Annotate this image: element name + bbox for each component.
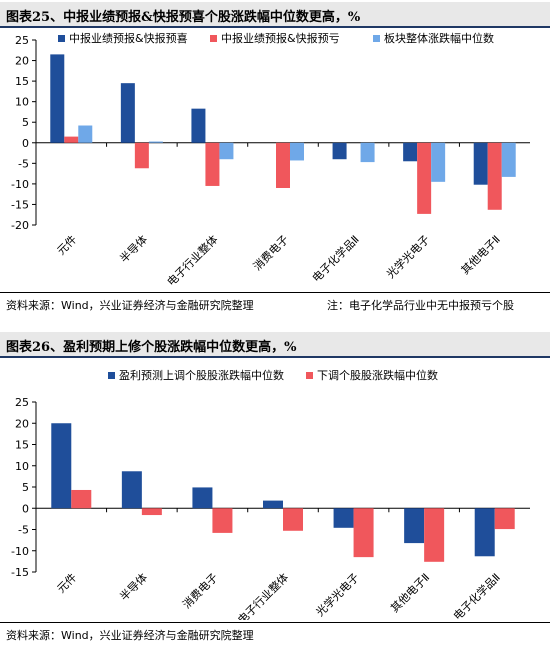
x-tick-label: 电子行业整体 <box>235 570 292 620</box>
x-tick-label: 消费电子 <box>180 570 221 611</box>
bar <box>120 83 135 143</box>
bar <box>192 487 213 509</box>
y-tick-label: -5 <box>18 524 29 537</box>
bar <box>78 125 93 143</box>
y-tick-label: -15 <box>11 198 29 211</box>
figure-26-title: 图表26、盈利预期上修个股涨跌幅中位数更高，% <box>6 340 297 355</box>
chart-26: 盈利预测上调个股股涨跌幅中位数 下调个股股涨跌幅中位数 25 20 15 10 5 0 -5 -1… <box>11 368 530 620</box>
y-tick-label: 10 <box>15 96 29 109</box>
legend-swatch <box>210 35 217 42</box>
x-tick-label: 其他电子Ⅱ <box>459 233 503 277</box>
x-tick-label: 其他电子Ⅱ <box>388 571 432 615</box>
y-tick-label: 20 <box>15 417 29 430</box>
bar <box>474 508 495 557</box>
bar <box>71 489 92 509</box>
bar <box>494 508 515 530</box>
bar <box>51 423 72 509</box>
bar <box>219 142 234 160</box>
legend-label: 下调个股股涨跌幅中位数 <box>317 368 438 382</box>
y-tick-label: 20 <box>15 55 29 68</box>
y-tick-label: -10 <box>11 545 29 558</box>
x-tick-label: 电子行业整体 <box>164 232 221 289</box>
bar <box>121 471 142 509</box>
bar <box>283 508 303 531</box>
legend-swatch <box>373 35 380 42</box>
bar <box>424 508 445 562</box>
bar <box>212 508 233 533</box>
bar <box>263 500 283 509</box>
y-tick-label: 5 <box>22 116 29 129</box>
x-tick-label: 元件 <box>55 233 80 258</box>
figure-25-title: 图表25、中报业绩预报&快报预喜个股涨跌幅中位数更高，% <box>6 10 361 25</box>
bar <box>501 142 516 177</box>
bar <box>134 142 149 169</box>
figure-25-source: 资料来源：Wind，兴业证券经济与金融研究院整理 <box>6 299 254 312</box>
figure-25-title-bar: 图表25、中报业绩预报&快报预喜个股涨跌幅中位数更高，% <box>0 2 550 28</box>
y-tick-label: -5 <box>18 157 29 170</box>
x-tick-label: 电子化学品Ⅱ <box>450 570 503 620</box>
y-tick-label: 15 <box>15 75 29 88</box>
legend-swatch <box>306 372 313 379</box>
x-tick-label: 光学光电子 <box>383 232 432 281</box>
bar <box>64 136 79 143</box>
figure-26-source: 资料来源：Wind，兴业证券经济与金融研究院整理 <box>6 629 254 642</box>
x-tick-label: 电子化学品Ⅱ <box>309 232 362 285</box>
bar <box>191 108 206 143</box>
y-tick-label: 0 <box>22 502 29 515</box>
bar <box>360 142 375 163</box>
bar <box>487 142 502 210</box>
x-tick-label: 消费电子 <box>250 232 291 273</box>
legend-label: 板块整体涨跌幅中位数 <box>384 31 494 45</box>
figure-25-footer: 资料来源：Wind，兴业证券经济与金融研究院整理 注：电子化学品行业中无中报预亏… <box>0 292 550 315</box>
bar <box>141 508 162 516</box>
x-tick-label: 光学光电子 <box>313 570 362 619</box>
y-tick-label: 5 <box>22 481 29 494</box>
bar <box>333 508 354 528</box>
y-tick-label: 15 <box>15 439 29 452</box>
bar <box>205 142 220 186</box>
bar <box>431 142 446 182</box>
bar <box>148 141 163 143</box>
x-tick-label: 半导体 <box>117 232 150 265</box>
legend-label: 中报业绩预报&快报预喜 <box>69 31 188 45</box>
bar <box>417 142 432 214</box>
bar <box>404 508 425 544</box>
y-tick-label: 25 <box>15 396 29 409</box>
y-tick-label: -20 <box>11 219 29 232</box>
legend-swatch <box>108 372 115 379</box>
y-tick-label: -10 <box>11 178 29 191</box>
bar <box>403 142 418 162</box>
y-tick-label: 10 <box>15 460 29 473</box>
bar <box>332 142 347 160</box>
x-tick-label: 半导体 <box>117 570 150 603</box>
figure-26-footer: 资料来源：Wind，兴业证券经济与金融研究院整理 <box>0 622 550 645</box>
legend-label: 盈利预测上调个股股涨跌幅中位数 <box>119 368 284 382</box>
y-tick-label: 0 <box>22 137 29 150</box>
figure-26-title-bar: 图表26、盈利预期上修个股涨跌幅中位数更高，% <box>0 332 550 358</box>
figure-25-note: 注：电子化学品行业中无中报预亏个股 <box>327 299 514 312</box>
bar <box>276 142 290 188</box>
y-tick-label: 25 <box>15 34 29 47</box>
bar <box>290 142 304 161</box>
bar <box>50 54 65 143</box>
legend-swatch <box>58 35 65 42</box>
chart-25: 中报业绩预报&快报预喜 中报业绩预报&快报预亏 板块整体涨跌幅中位数 25 20 15 10… <box>11 31 530 289</box>
bar <box>473 142 488 185</box>
bar <box>353 508 374 558</box>
x-tick-label: 元件 <box>55 571 80 596</box>
y-tick-label: -15 <box>11 566 29 579</box>
legend-label: 中报业绩预报&快报预亏 <box>221 31 340 45</box>
